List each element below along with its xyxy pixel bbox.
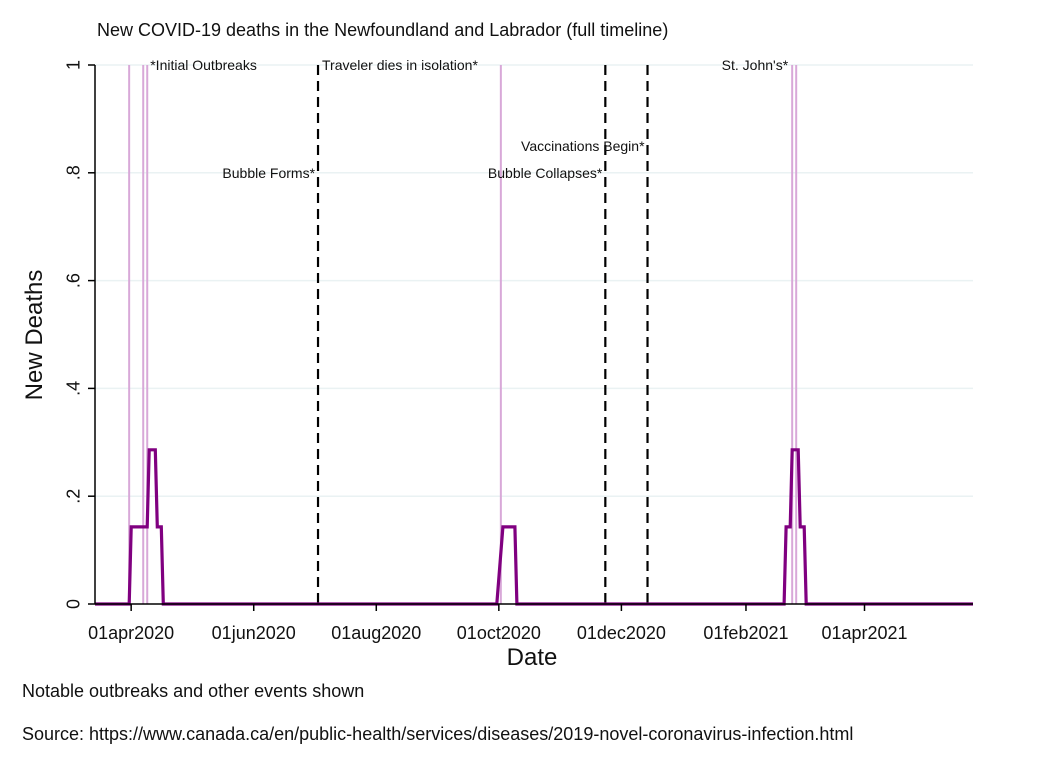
event-lines: [316, 65, 649, 604]
y-tick-label: .2: [63, 489, 83, 504]
event-label: Vaccinations Begin*: [521, 138, 645, 154]
x-tick-label: 01apr2021: [821, 623, 907, 643]
outbreak-label: *Initial Outbreaks: [150, 57, 257, 73]
annotations-layer: Bubble Forms* Traveler dies in isolation*…: [150, 57, 788, 181]
event-label: Bubble Forms*: [222, 165, 315, 181]
chart-note: Notable outbreaks and other events shown: [22, 681, 364, 701]
x-tick-label: 01aug2020: [331, 623, 421, 643]
series-layer: [95, 448, 973, 606]
y-tick-label: 1: [63, 60, 83, 70]
x-tick-label: 01apr2020: [88, 623, 174, 643]
event-label: Bubble Collapses*: [488, 165, 603, 181]
axes: 0 .2 .4 .6 .8 1 01apr2020 01jun2020 01aug2020 01o…: [63, 60, 973, 643]
x-tick-label: 01dec2020: [577, 623, 666, 643]
chart-title: New COVID-19 deaths in the Newfoundland …: [97, 20, 668, 40]
x-tick-label: 01feb2021: [703, 623, 788, 643]
y-axis-label: New Deaths: [21, 270, 48, 401]
x-tick-label: 01oct2020: [457, 623, 541, 643]
y-tick-label: .6: [63, 273, 83, 288]
event-label: Traveler dies in isolation*: [322, 57, 478, 73]
y-tick-label: .8: [63, 165, 83, 180]
y-tick-label: 0: [63, 599, 83, 609]
y-tick-label: .4: [63, 381, 83, 396]
series-line: [95, 448, 973, 606]
outbreak-lines: [128, 65, 798, 604]
x-tick-label: 01jun2020: [212, 623, 296, 643]
gridlines: [95, 64, 973, 497]
x-axis-label: Date: [507, 644, 558, 671]
outbreak-label: St. John's*: [722, 57, 789, 73]
source-note: Source: https://www.canada.ca/en/public-…: [22, 724, 853, 744]
